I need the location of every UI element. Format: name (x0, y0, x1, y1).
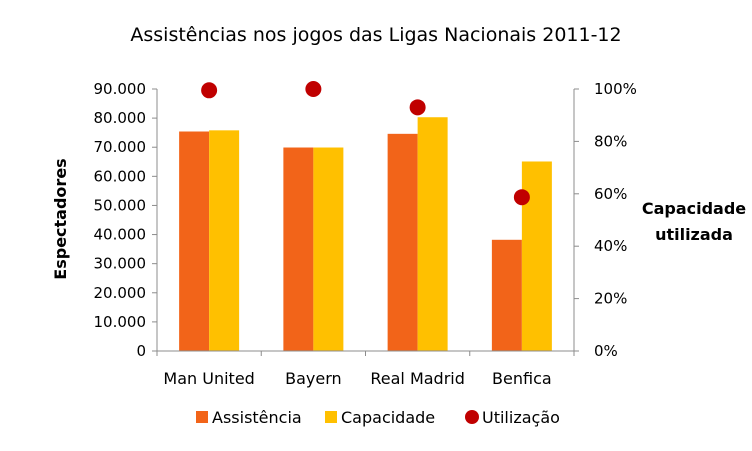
bar-capacidade (313, 147, 344, 351)
legend-label: Assistência (212, 408, 302, 427)
bar-assistencia (179, 131, 210, 351)
legend-marker (465, 410, 479, 424)
y2-tick-label: 60% (594, 185, 627, 203)
y-tick-label: 90.000 (94, 80, 147, 98)
legend-label: Capacidade (341, 408, 435, 427)
legend: Assistência Capacidade Utilização (196, 408, 560, 427)
legend-swatch (325, 411, 337, 423)
bar-capacidade (209, 130, 240, 351)
y2-tick-label: 100% (594, 80, 637, 98)
point-utilizacao (305, 81, 322, 97)
y2-tick-label: 0% (594, 342, 618, 360)
x-category-label: Man United (163, 369, 254, 388)
y-tick-label: 80.000 (94, 109, 147, 127)
y2-axis-label-line2: utilizada (655, 225, 733, 244)
point-utilizacao (201, 82, 218, 99)
y-tick-label: 50.000 (94, 196, 147, 214)
x-category-label: Benfica (492, 369, 552, 388)
bar-assistencia (491, 239, 522, 351)
bar-assistencia (283, 147, 314, 351)
y2-tick-label: 80% (594, 132, 627, 150)
bar-capacidade (417, 117, 448, 351)
y-tick-label: 70.000 (94, 138, 147, 156)
y-tick-label: 20.000 (94, 284, 147, 302)
y-tick-label: 0 (136, 342, 146, 360)
legend-swatch (196, 411, 208, 423)
y-axis-label: Espectadores (51, 158, 70, 279)
plot-area: 0 10.000 20.000 30.000 40.000 50.000 60.000 70.… (94, 80, 637, 388)
y2-tick-label: 20% (594, 290, 627, 308)
y2-axis-label-line1: Capacidade (642, 199, 746, 218)
y-tick-label: 10.000 (94, 313, 147, 331)
point-utilizacao (409, 99, 426, 116)
bar-capacidade (521, 161, 552, 351)
y-tick-label: 40.000 (94, 226, 147, 244)
chart-title: Assistências nos jogos das Ligas Naciona… (130, 24, 621, 46)
bar-assistencia (387, 133, 418, 351)
legend-label: Utilização (482, 408, 560, 427)
y-tick-label: 60.000 (94, 167, 147, 185)
x-category-label: Bayern (285, 369, 342, 388)
y-tick-label: 30.000 (94, 255, 147, 273)
y2-tick-label: 40% (594, 237, 627, 255)
point-utilizacao (513, 189, 530, 206)
x-category-label: Real Madrid (370, 369, 465, 388)
